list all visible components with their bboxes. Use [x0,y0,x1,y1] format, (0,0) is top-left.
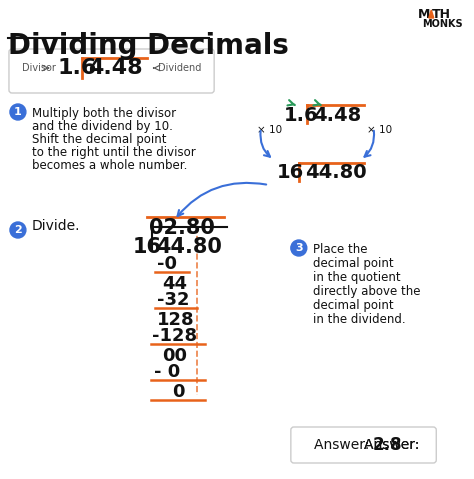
Text: decimal point: decimal point [313,257,393,270]
Text: in the quotient: in the quotient [313,271,401,284]
Text: 44.80: 44.80 [305,163,366,182]
Text: Divide.: Divide. [32,219,81,233]
Polygon shape [429,10,434,18]
Text: Dividing Decimals: Dividing Decimals [8,32,289,60]
Text: 1.6: 1.6 [284,105,319,125]
Text: to the right until the divisor: to the right until the divisor [32,146,196,159]
Text: 02.80: 02.80 [149,218,215,238]
Circle shape [291,240,307,256]
Text: Divisor: Divisor [22,63,56,73]
Text: 0: 0 [173,383,185,401]
Text: in the dividend.: in the dividend. [313,313,405,326]
Text: Place the: Place the [313,243,367,256]
Text: 00: 00 [163,347,187,365]
Text: -0: -0 [157,255,177,273]
FancyBboxPatch shape [291,427,436,463]
Text: 16: 16 [277,163,304,182]
Text: 3: 3 [295,243,302,253]
Text: 2.8: 2.8 [373,436,402,454]
Text: becomes a whole number.: becomes a whole number. [32,159,187,172]
Text: TH: TH [432,8,451,21]
Text: and the dividend by 10.: and the dividend by 10. [32,120,173,133]
Text: MONKS: MONKS [422,19,463,29]
Circle shape [10,222,26,238]
Text: × 10: × 10 [366,125,392,135]
Text: 44.80: 44.80 [156,237,222,257]
Text: 1.6: 1.6 [58,58,97,78]
Text: 4.48: 4.48 [313,105,361,125]
Text: 16: 16 [132,237,162,257]
Circle shape [10,104,26,120]
Text: Shift the decimal point: Shift the decimal point [32,133,166,146]
Text: 4.48: 4.48 [88,58,142,78]
Text: 128: 128 [157,311,195,329]
Text: directly above the: directly above the [313,285,420,298]
Text: Answer:: Answer: [314,438,374,452]
Text: × 10: × 10 [257,125,282,135]
Text: - 0: - 0 [155,363,181,381]
Text: M: M [419,8,431,21]
Text: Multiply both the divisor: Multiply both the divisor [32,107,176,120]
Text: -32: -32 [157,291,190,309]
Text: 2: 2 [14,225,22,235]
FancyBboxPatch shape [9,49,214,93]
Text: Dividend: Dividend [158,63,202,73]
Text: Answer:: Answer: [364,438,423,452]
Text: decimal point: decimal point [313,299,393,312]
Text: -128: -128 [153,327,198,345]
Text: Answer:: Answer: [364,438,423,452]
Text: 44: 44 [163,275,187,293]
Text: 1: 1 [14,107,22,117]
